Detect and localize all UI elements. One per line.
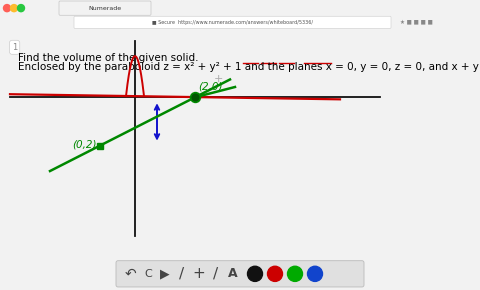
Circle shape [17,5,24,12]
Text: ▶: ▶ [160,267,170,280]
Circle shape [11,5,17,12]
Text: A: A [228,267,238,280]
Text: ■ Secure  https://www.numerade.com/answers/whiteboard/5336/: ■ Secure https://www.numerade.com/answer… [152,20,312,25]
FancyBboxPatch shape [59,1,151,15]
FancyBboxPatch shape [74,16,391,28]
Circle shape [3,5,11,12]
Text: (2,0): (2,0) [198,81,223,91]
Circle shape [248,266,263,281]
Text: +: + [213,74,223,84]
Text: Enclosed by the paraboloid z = x² + y² + 1 and the planes x = 0, y = 0, z = 0, a: Enclosed by the paraboloid z = x² + y² +… [18,62,480,72]
Text: 1: 1 [12,43,17,52]
Text: Numerade: Numerade [88,6,121,11]
Text: Find the volume of the given solid.: Find the volume of the given solid. [18,53,199,63]
Text: +: + [192,266,205,281]
Text: ★ ■ ■ ■ ■: ★ ■ ■ ■ ■ [400,20,433,25]
Text: ∕: ∕ [180,266,185,281]
Text: ∕: ∕ [214,266,218,281]
Text: (0,2): (0,2) [72,140,96,150]
Text: C: C [144,269,152,279]
FancyBboxPatch shape [116,261,364,287]
Circle shape [288,266,302,281]
Circle shape [308,266,323,281]
Circle shape [267,266,283,281]
Text: ↶: ↶ [124,267,136,281]
